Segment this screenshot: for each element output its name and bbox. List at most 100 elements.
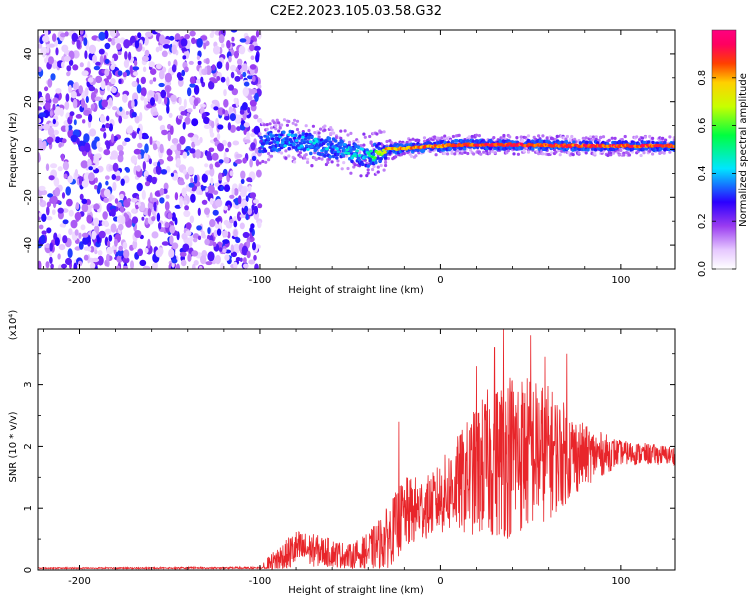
heatmap-cell bbox=[293, 157, 297, 161]
heatmap-cell bbox=[249, 192, 257, 199]
heatmap-cell bbox=[237, 64, 242, 70]
heatmap-cell bbox=[204, 207, 210, 215]
heatmap-cell bbox=[609, 153, 613, 157]
heatmap-cell bbox=[502, 133, 506, 138]
heatmap-cell bbox=[151, 176, 157, 185]
heatmap-cell bbox=[535, 149, 539, 153]
heatmap-cell bbox=[109, 155, 114, 160]
heatmap-cell bbox=[91, 140, 98, 150]
heatmap-cell bbox=[672, 136, 675, 140]
heatmap-cell bbox=[613, 136, 617, 140]
heatmap-cell bbox=[378, 150, 382, 154]
heatmap-cell bbox=[365, 174, 369, 178]
heatmap-cell bbox=[100, 127, 106, 132]
heatmap-cell bbox=[166, 86, 170, 97]
heatmap-cell bbox=[141, 46, 146, 52]
heatmap-cell bbox=[91, 230, 97, 240]
heatmap-cell bbox=[178, 96, 182, 106]
heatmap-cell bbox=[664, 138, 668, 142]
heatmap-cell bbox=[188, 60, 194, 65]
heatmap-cell bbox=[118, 150, 124, 157]
heatmap-cell bbox=[87, 246, 92, 252]
heatmap-cell bbox=[74, 169, 78, 177]
heatmap-cell bbox=[233, 97, 238, 104]
heatmap-cell bbox=[44, 244, 51, 248]
heatmap-cell bbox=[41, 213, 47, 222]
heatmap-cell bbox=[263, 149, 268, 153]
heatmap-cell bbox=[371, 152, 376, 157]
heatmap-cell bbox=[65, 93, 70, 102]
heatmap-cell bbox=[181, 187, 187, 197]
heatmap-cell bbox=[86, 214, 93, 224]
heatmap-cell bbox=[98, 230, 106, 239]
heatmap-cell bbox=[221, 43, 225, 48]
heatmap-cell bbox=[129, 65, 133, 75]
heatmap-cell bbox=[178, 76, 184, 81]
heatmap-cell bbox=[149, 79, 154, 85]
heatmap-cell bbox=[228, 55, 232, 63]
heatmap-cell bbox=[640, 136, 645, 140]
heatmap-cell bbox=[253, 45, 261, 51]
heatmap-cell bbox=[138, 130, 143, 141]
heatmap-cell bbox=[230, 30, 238, 33]
heatmap-cell bbox=[268, 145, 272, 149]
heatmap-cell bbox=[326, 160, 330, 165]
heatmap-cell bbox=[366, 171, 370, 175]
heatmap-cell bbox=[165, 194, 170, 199]
heatmap-cell bbox=[448, 146, 453, 151]
heatmap-cell bbox=[191, 118, 199, 127]
heatmap-cell bbox=[62, 161, 69, 171]
heatmap-cell bbox=[287, 119, 291, 124]
heatmap-cell bbox=[84, 87, 89, 97]
heatmap-cell bbox=[142, 265, 151, 269]
bottom-y-axis: 0 1 2 3 bbox=[23, 353, 675, 573]
heatmap-cell bbox=[61, 61, 65, 69]
heatmap-cell bbox=[153, 201, 157, 212]
heatmap-cell bbox=[122, 140, 127, 147]
heatmap-cell bbox=[191, 250, 199, 257]
heatmap-cell bbox=[469, 148, 473, 152]
heatmap-cell bbox=[116, 144, 124, 152]
heatmap-cell bbox=[66, 71, 71, 77]
heatmap-cell bbox=[269, 126, 274, 130]
heatmap-cell bbox=[306, 147, 310, 151]
heatmap-cell bbox=[369, 141, 373, 145]
heatmap-cell bbox=[117, 154, 124, 163]
heatmap-cell bbox=[64, 101, 70, 110]
heatmap-cell bbox=[112, 181, 117, 191]
colorbar-tick-label: 0.0 bbox=[697, 261, 708, 277]
heatmap-cell bbox=[182, 151, 188, 159]
heatmap-cell bbox=[242, 86, 249, 97]
heatmap-cell bbox=[174, 192, 179, 201]
heatmap-cell bbox=[133, 148, 141, 155]
heatmap-cell bbox=[272, 121, 276, 125]
heatmap-cell bbox=[88, 166, 93, 171]
heatmap-cell bbox=[79, 62, 84, 68]
top-y-axis-label: Frequency (Hz) bbox=[8, 112, 19, 188]
heatmap-cell bbox=[179, 135, 186, 145]
heatmap-cell bbox=[222, 108, 226, 115]
heatmap-cell bbox=[218, 159, 224, 164]
heatmap-cell bbox=[521, 139, 525, 143]
heatmap-cell bbox=[356, 140, 360, 144]
heatmap-cell bbox=[443, 134, 447, 138]
heatmap-cell bbox=[236, 211, 242, 222]
heatmap-cell bbox=[182, 243, 190, 252]
heatmap-cell bbox=[88, 85, 96, 92]
heatmap-cell bbox=[236, 126, 241, 132]
heatmap-cell bbox=[382, 130, 386, 134]
heatmap-cell bbox=[104, 68, 110, 77]
heatmap-cell bbox=[38, 106, 43, 111]
heatmap-cell bbox=[182, 169, 187, 175]
heatmap-cell bbox=[662, 151, 666, 155]
heatmap-cell bbox=[140, 95, 145, 101]
heatmap-cell bbox=[155, 46, 160, 53]
heatmap-cell bbox=[190, 193, 196, 203]
heatmap-cell bbox=[49, 256, 53, 264]
heatmap-cell bbox=[148, 91, 155, 96]
heatmap-cell bbox=[394, 155, 398, 159]
heatmap-cell bbox=[227, 141, 232, 148]
heatmap-cell bbox=[103, 132, 107, 139]
heatmap-cell bbox=[308, 140, 313, 144]
heatmap-cell bbox=[158, 44, 163, 52]
